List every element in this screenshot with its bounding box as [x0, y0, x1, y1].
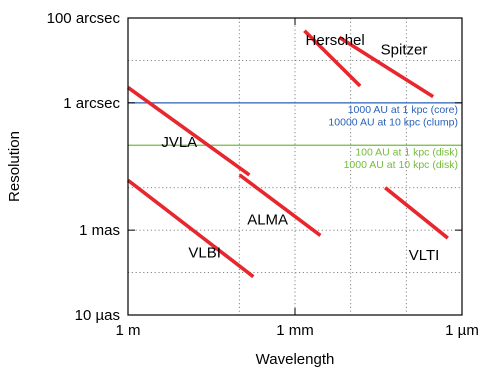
series-line-spitzer	[338, 35, 435, 99]
y-tick-label: 1 mas	[79, 222, 120, 239]
reference-label: 1000 AU at 10 kpc (disk)	[344, 159, 458, 171]
reference-label: 1000 AU at 1 kpc (core)	[348, 104, 458, 116]
reference-label: 10000 AU at 10 kpc (clump)	[328, 116, 458, 128]
y-tick-label: 10 µas	[75, 307, 120, 324]
instrument-lines	[126, 29, 449, 279]
y-tick-label: 1 arcsec	[63, 95, 120, 112]
series-label-jvla: JVLA	[161, 134, 197, 151]
x-tick-label: 1 µm	[445, 322, 479, 339]
reference-lines	[128, 102, 462, 146]
x-tick-label: 1 m	[115, 322, 140, 339]
x-tick-label: 1 mm	[276, 322, 314, 339]
series-label-herschel: Herschel	[306, 32, 365, 49]
series-label-spitzer: Spitzer	[381, 42, 428, 59]
axis-ticks: 1 m 1 mm 1 µm 100 arcsec 1 arcsec 1 mas 10 µas	[47, 10, 479, 339]
series-label-alma: ALMA	[247, 211, 288, 228]
series-label-vlbi: VLBI	[188, 244, 221, 261]
y-axis-title: Resolution	[6, 131, 23, 202]
reference-label: 100 AU at 1 kpc (disk)	[355, 146, 458, 158]
series-line-vlbi	[126, 178, 255, 279]
series-line-alma	[238, 173, 322, 237]
series-label-vlti: VLTI	[409, 247, 440, 264]
series-line-jvla	[126, 86, 251, 177]
x-axis-title: Wavelength	[256, 351, 335, 368]
y-tick-label: 100 arcsec	[47, 10, 121, 27]
series-line-herschel	[303, 29, 362, 88]
series-line-vlti	[384, 186, 449, 240]
text-labels: 1000 AU at 1 kpc (core)10000 AU at 10 kp…	[161, 32, 458, 264]
